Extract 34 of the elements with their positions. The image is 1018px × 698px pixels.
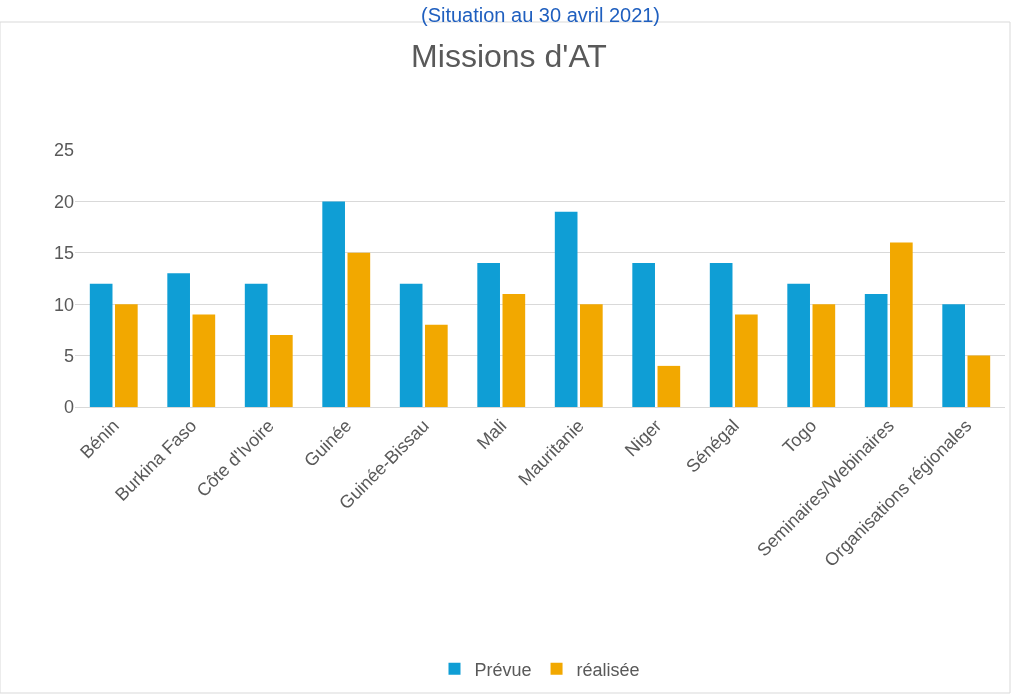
- bar: [89, 283, 113, 407]
- bar: [967, 355, 991, 407]
- bar: [890, 242, 913, 407]
- chart-subtitle: (Situation au 30 avril 2021): [421, 4, 661, 26]
- bar: [864, 293, 888, 407]
- bar: [425, 324, 448, 407]
- bar: [942, 304, 965, 407]
- bar: [270, 335, 293, 407]
- bar: [502, 293, 526, 407]
- chart-title: Missions d'AT: [411, 38, 607, 75]
- y-tick-label: 10: [53, 294, 74, 315]
- bar: [347, 252, 371, 407]
- y-tick-label: 20: [53, 191, 74, 212]
- bar: [244, 283, 268, 407]
- bar: [477, 263, 500, 407]
- legend-label: Prévue: [474, 659, 532, 680]
- bar: [399, 283, 423, 407]
- bar: [554, 211, 578, 407]
- bar: [709, 263, 733, 407]
- bar: [167, 273, 190, 407]
- bar: [115, 304, 138, 407]
- y-tick-label: 5: [63, 345, 74, 366]
- bar: [632, 263, 655, 407]
- y-tick-label: 15: [53, 243, 74, 264]
- bar: [192, 314, 216, 407]
- bar: [812, 304, 836, 407]
- bar: [580, 304, 603, 407]
- bar: [322, 201, 345, 407]
- bar: [735, 314, 758, 407]
- y-tick-label: 25: [53, 140, 74, 161]
- bar: [657, 365, 681, 407]
- bar: [787, 283, 810, 407]
- legend-label: réalisée: [576, 659, 640, 680]
- y-tick-label: 0: [63, 397, 74, 418]
